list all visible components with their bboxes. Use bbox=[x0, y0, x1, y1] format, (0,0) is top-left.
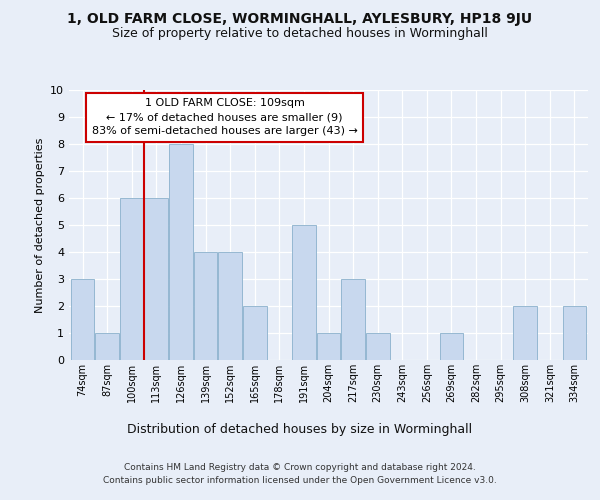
Y-axis label: Number of detached properties: Number of detached properties bbox=[35, 138, 44, 312]
Bar bbox=[218, 252, 242, 360]
Text: 1, OLD FARM CLOSE, WORMINGHALL, AYLESBURY, HP18 9JU: 1, OLD FARM CLOSE, WORMINGHALL, AYLESBUR… bbox=[67, 12, 533, 26]
Bar bbox=[317, 333, 340, 360]
Bar bbox=[120, 198, 143, 360]
Text: Contains public sector information licensed under the Open Government Licence v3: Contains public sector information licen… bbox=[103, 476, 497, 485]
Bar bbox=[71, 279, 94, 360]
Bar bbox=[292, 225, 316, 360]
Text: 1 OLD FARM CLOSE: 109sqm
← 17% of detached houses are smaller (9)
83% of semi-de: 1 OLD FARM CLOSE: 109sqm ← 17% of detach… bbox=[92, 98, 358, 136]
Text: Contains HM Land Registry data © Crown copyright and database right 2024.: Contains HM Land Registry data © Crown c… bbox=[124, 462, 476, 471]
Bar bbox=[514, 306, 537, 360]
Bar bbox=[95, 333, 119, 360]
Bar bbox=[440, 333, 463, 360]
Bar bbox=[341, 279, 365, 360]
Bar bbox=[243, 306, 266, 360]
Text: Size of property relative to detached houses in Worminghall: Size of property relative to detached ho… bbox=[112, 28, 488, 40]
Bar bbox=[563, 306, 586, 360]
Bar bbox=[366, 333, 389, 360]
Text: Distribution of detached houses by size in Worminghall: Distribution of detached houses by size … bbox=[127, 422, 473, 436]
Bar bbox=[194, 252, 217, 360]
Bar bbox=[145, 198, 168, 360]
Bar bbox=[169, 144, 193, 360]
